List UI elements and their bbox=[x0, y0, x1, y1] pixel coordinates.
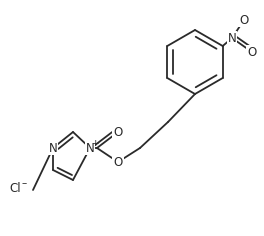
Text: O: O bbox=[113, 126, 122, 139]
Text: O: O bbox=[247, 46, 257, 59]
Text: –: – bbox=[21, 178, 27, 188]
Text: N: N bbox=[49, 142, 57, 155]
Text: +: + bbox=[91, 139, 99, 148]
Text: N: N bbox=[228, 31, 236, 45]
Text: N: N bbox=[86, 142, 94, 155]
Text: O: O bbox=[113, 156, 122, 169]
Text: O: O bbox=[239, 13, 249, 26]
Text: Cl: Cl bbox=[9, 181, 21, 194]
